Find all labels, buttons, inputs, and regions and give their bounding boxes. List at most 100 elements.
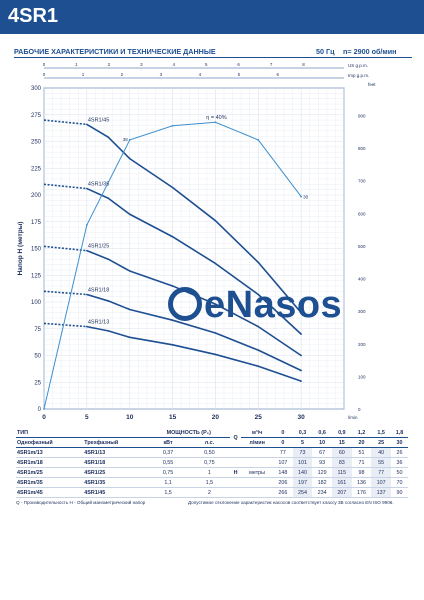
table-cell [241,457,274,468]
efficiency-point [300,195,303,198]
q-lmin-4: 20 [351,437,372,448]
table-cell-h: 50 [390,467,408,478]
table-cell-h: 26 [390,447,408,458]
curve-label: 4SR1/45 [88,117,109,123]
curve-point [128,213,131,216]
curve-point [86,325,88,328]
curve-point [86,249,88,252]
table-cell: 4SR1m/25 [16,467,84,478]
imp-tick-label: 4 [199,72,202,77]
th-lmin: л/мин [241,437,274,448]
efficiency-point [85,224,88,226]
table-cell [230,477,242,488]
ft-tick-label: 600 [358,211,366,216]
footnote-right: Допустимое отклонение характеристик насо… [188,500,394,505]
q-m3h-5: 1,5 [371,428,391,438]
table-cell-h: 83 [332,457,352,468]
curve-point [214,332,217,334]
q-lmin-3: 15 [332,437,352,448]
header-divider [14,57,412,58]
th-single: Однофазный [16,437,84,448]
y-tick-label: 275 [31,113,42,119]
table-cell [241,487,274,498]
table-row: 4SR1m/35 4SR1/35 1,1 1,5 206 197 182 161 136 107 7… [16,477,408,488]
table-cell: 4SR1m/18 [16,457,84,468]
th-hp: л.с. [188,437,231,448]
table-cell-h: 93 [312,457,332,468]
y-tick-label: 300 [31,86,42,92]
table-cell: 1 [188,467,231,478]
table-cell: 4SR1m/35 [16,477,84,488]
table-cell-h: 148 [273,467,293,478]
section-title: РАБОЧИЕ ХАРАКТЕРИСТИКИ И ТЕХНИЧЕСКИЕ ДАН… [14,47,216,56]
chart-labels: 4SR1/13 4SR1/18 4SR1/25 4SR1/35 4SR1/45 η = 4… [88,115,309,325]
curve-point [214,353,217,356]
table-cell-h: 107 [273,457,293,468]
th-power: МОЩНОСТЬ (P₂) [147,428,231,438]
footnote-left: Q - Производительность H - Общий маномет… [16,500,146,505]
imp-tick-label: 5 [238,72,241,77]
th-m3h: м³/ч [241,428,274,438]
table-cell: 0,50 [188,447,231,458]
table-cell-h: 182 [312,477,332,488]
ft-tick-label: 500 [358,244,366,249]
curve-point [86,293,88,296]
table-cell [230,487,242,498]
curve-point [300,369,302,372]
us-tick-label: 7 [270,62,273,67]
curve-point [86,187,88,190]
chart-grid [43,87,345,410]
watermark-text: eNasos [204,284,343,326]
us-unit-label: US g.p.m. [348,63,368,68]
th-kw: кВт [147,437,189,448]
table-cell: H [230,467,242,478]
curve-point [257,349,260,351]
us-tick-label: 1 [75,62,78,67]
frequency-label: 50 Гц [316,47,335,56]
q-lmin-6: 30 [390,437,408,448]
curve-point [257,261,260,264]
table-cell: 0,55 [147,457,189,468]
table-cell-h: 51 [351,447,372,458]
table-cell: 4SR1/13 [83,447,148,458]
curve-point [128,336,131,339]
x-tick-label: 20 [212,414,220,420]
table-cell-h: 129 [312,467,332,478]
y-tick-label: 175 [31,220,42,226]
us-tick-label: 4 [173,62,176,67]
table-cell: 1,5 [188,477,231,488]
efficiency-point [43,408,45,410]
q-lmin-1: 5 [292,437,313,448]
ft-tick-label: 700 [358,179,366,184]
table-cell-h: 137 [371,487,391,498]
curve-label: 4SR1/13 [88,320,109,326]
q-m3h-2: 0,6 [312,428,332,438]
q-lmin-5: 25 [371,437,391,448]
curve-point [107,300,110,302]
table-cell: 0,75 [147,467,189,478]
x-tick-label: 5 [85,414,89,420]
th-type: ТИП [16,428,148,438]
th-q: Q [230,428,242,448]
q-lmin-0: 0 [273,437,293,448]
curve-point [300,354,302,357]
y-tick-label: 100 [31,300,42,306]
imp-tick-label: 1 [82,72,85,77]
table-cell-h: 115 [332,467,352,478]
curve-label: 4SR1/25 [88,244,109,250]
curve-point [86,123,88,126]
ft-tick-label: 900 [358,113,366,118]
table-cell-h: 140 [292,467,313,478]
efficiency-start-label: 38 [123,137,129,142]
table-cell [241,477,274,488]
curve-point [107,197,110,200]
table-cell: 1,1 [147,477,189,488]
table-cell: 0,37 [147,447,189,458]
y-tick-label: 75 [34,327,41,333]
model-title: 4SR1 [8,5,59,27]
curve-point [300,333,302,335]
table-cell [241,447,274,458]
table-cell-h: 71 [351,457,372,468]
table-cell-h: 90 [390,487,408,498]
table-cell-h: 101 [292,457,313,468]
